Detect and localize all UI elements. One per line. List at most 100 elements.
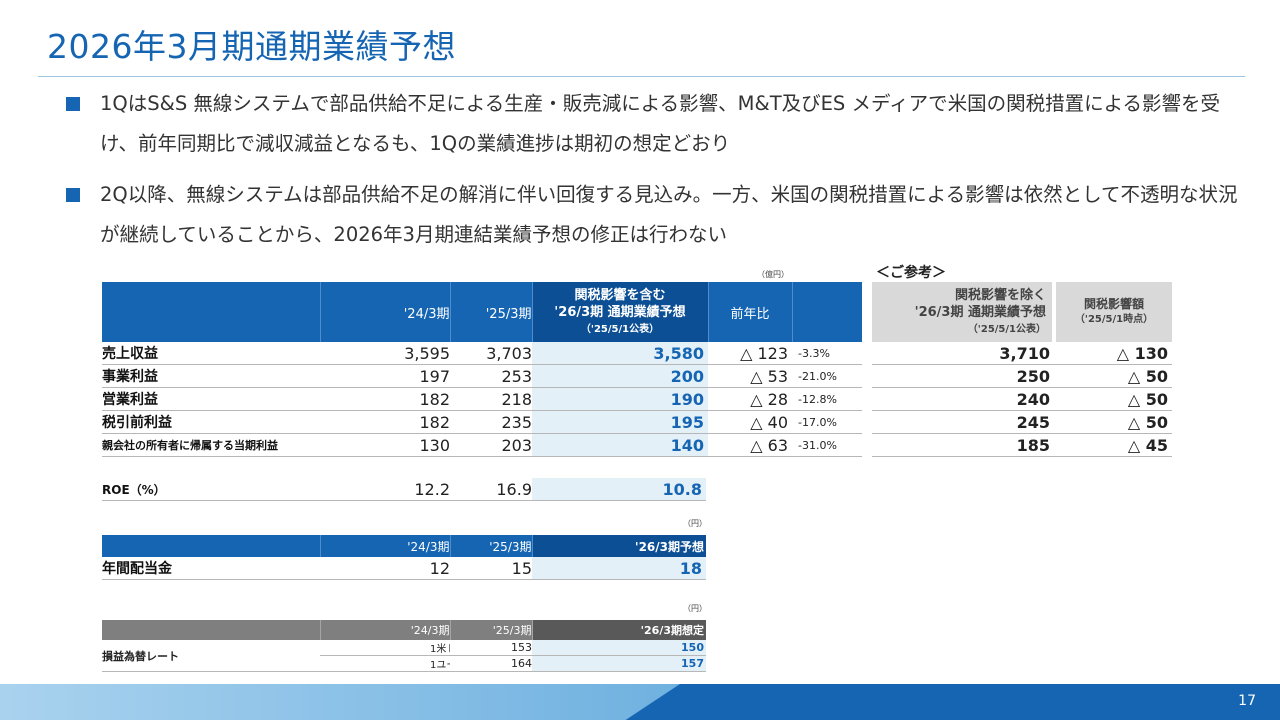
- fx-table: '24/3期 '25/3期 '26/3期想定 損益為替レート 1米ドル 145 …: [102, 620, 706, 672]
- fx-eur-fy25: 164: [450, 655, 532, 672]
- reference-table: 関税影響を除く '26/3期 通期業績予想 （'25/5/1公表） 関税影響額 …: [872, 282, 1172, 457]
- table-row: 税引前利益 182 235 195 △ 40 -17.0%: [102, 410, 862, 434]
- cell-fy24: 130: [320, 433, 450, 457]
- cell-fy25: 218: [450, 387, 532, 411]
- dividend-header-fy25: '25/3期: [449, 535, 532, 557]
- unit-label: （億円）: [757, 270, 789, 279]
- fx-eur-fy26: 157: [532, 655, 706, 672]
- cell-fy25: 203: [450, 433, 532, 457]
- footer-bar: 17: [0, 684, 1280, 720]
- ref-header-impact-line2: （'25/5/1時点）: [1074, 314, 1154, 325]
- fx-currency-eur: 1ユーロ: [430, 660, 450, 671]
- fx-eur-fy24: 1ユーロ 157: [320, 655, 450, 672]
- row-label: 営業利益: [102, 387, 320, 411]
- cell-fy26: 200: [532, 364, 708, 388]
- fx-header-fy25: '25/3期: [449, 620, 532, 640]
- roe-label: ROE（%）: [102, 478, 320, 501]
- cell-yoy: △ 53: [708, 364, 792, 388]
- cell-fy26: 140: [532, 433, 708, 457]
- table-row: 245 △ 50: [872, 410, 1172, 434]
- table-row: 185 △ 45: [872, 433, 1172, 457]
- dividend-unit-label: （円）: [683, 519, 707, 528]
- ref-header-excluding: 関税影響を除く '26/3期 通期業績予想 （'25/5/1公表）: [872, 282, 1054, 342]
- fx-header-fy26: '26/3期想定: [531, 620, 706, 640]
- table-row: 3,710 △ 130: [872, 342, 1172, 365]
- ref-header-impact: 関税影響額 （'25/5/1時点）: [1052, 282, 1172, 342]
- page-number: 17: [1238, 693, 1256, 709]
- ref-cell-impact: △ 50: [1054, 387, 1172, 411]
- bullet-2-text: 2Q以降、無線システムは部品供給不足の解消に伴い回復する見込み。一方、米国の関税…: [100, 183, 1238, 246]
- title-divider: [38, 76, 1245, 77]
- cell-fy24: 3,595: [320, 342, 450, 365]
- fx-header-fy24: '24/3期: [319, 620, 450, 640]
- dividend-fy24: 12: [320, 557, 450, 580]
- roe-fy24: 12.2: [320, 478, 450, 501]
- ref-cell-excluding: 185: [872, 433, 1054, 457]
- ref-header-excluding-line3: （'25/5/1公表）: [967, 323, 1046, 335]
- header-blank: [102, 282, 320, 342]
- ref-cell-impact: △ 50: [1054, 364, 1172, 388]
- header-fy24: '24/3期: [319, 282, 450, 342]
- header-fy26-forecast: 関税影響を含む '26/3期 通期業績予想 （'25/5/1公表）: [531, 282, 708, 342]
- cell-pct: -31.0%: [792, 433, 862, 457]
- cell-fy24: 197: [320, 364, 450, 388]
- fx-usd-fy24: 1米ドル 145: [320, 640, 450, 656]
- cell-pct: -17.0%: [792, 410, 862, 434]
- cell-yoy: △ 40: [708, 410, 792, 434]
- cell-yoy: △ 63: [708, 433, 792, 457]
- reference-title: ＜ご参考＞: [876, 265, 946, 281]
- cell-pct: -21.0%: [792, 364, 862, 388]
- fx-row-usd: 損益為替レート 1米ドル 145 153 150: [102, 640, 706, 672]
- footer-accent-band: [0, 684, 680, 720]
- table-row: 営業利益 182 218 190 △ 28 -12.8%: [102, 387, 862, 411]
- header-fy26-line1: 関税影響を含む: [574, 287, 666, 303]
- fx-unit-label: （円）: [683, 604, 707, 613]
- table-row: 親会社の所有者に帰属する当期利益 130 203 140 △ 63 -31.0%: [102, 433, 862, 457]
- bullet-square-icon: [66, 188, 80, 202]
- fx-label: 損益為替レート: [102, 640, 320, 672]
- fx-currency-usd: 1米ドル: [430, 644, 450, 655]
- dividend-table: '24/3期 '25/3期 '26/3期予想 年間配当金 12 15 18: [102, 535, 706, 580]
- cell-fy24: 182: [320, 410, 450, 434]
- row-label: 事業利益: [102, 364, 320, 388]
- table-row: 事業利益 197 253 200 △ 53 -21.0%: [102, 364, 862, 388]
- dividend-row: 年間配当金 12 15 18: [102, 557, 706, 580]
- fx-usd-fy25: 153: [450, 640, 532, 656]
- bullet-1-text: 1QはS&S 無線システムで部品供給不足による生産・販売減による影響、M&T及び…: [100, 92, 1221, 155]
- earnings-table: '24/3期 '25/3期 関税影響を含む '26/3期 通期業績予想 （'25…: [102, 282, 862, 457]
- roe-fy25: 16.9: [450, 478, 532, 501]
- header-yoy: 前年比: [707, 282, 792, 342]
- header-pct-blank: [791, 282, 862, 342]
- ref-header-excluding-line2: '26/3期 通期業績予想: [914, 304, 1046, 320]
- fx-header-blank: [102, 620, 320, 640]
- cell-fy26: 190: [532, 387, 708, 411]
- roe-row: ROE（%） 12.2 16.9 10.8: [102, 478, 706, 501]
- cell-fy25: 235: [450, 410, 532, 434]
- fx-row-eur: 1ユーロ 157 164 157: [102, 655, 706, 672]
- bullet-square-icon: [66, 97, 80, 111]
- reference-header-row: 関税影響を除く '26/3期 通期業績予想 （'25/5/1公表） 関税影響額 …: [872, 282, 1172, 342]
- ref-cell-impact: △ 50: [1054, 410, 1172, 434]
- dividend-fy26: 18: [532, 557, 706, 580]
- header-fy26-line3: （'25/5/1公表）: [580, 323, 660, 335]
- table-row: 240 △ 50: [872, 387, 1172, 411]
- page-title: 2026年3月期通期業績予想: [47, 27, 456, 66]
- ref-cell-excluding: 250: [872, 364, 1054, 388]
- dividend-header-fy24: '24/3期: [319, 535, 450, 557]
- ref-header-impact-line1: 関税影響額: [1083, 297, 1144, 311]
- dividend-header-blank: [102, 535, 320, 557]
- cell-fy25: 253: [450, 364, 532, 388]
- cell-fy24: 182: [320, 387, 450, 411]
- dividend-fy25: 15: [450, 557, 532, 580]
- dividend-header-fy26: '26/3期予想: [531, 535, 706, 557]
- ref-header-excluding-line1: 関税影響を除く: [954, 287, 1046, 303]
- cell-pct: -3.3%: [792, 342, 862, 365]
- cell-yoy: △ 28: [708, 387, 792, 411]
- cell-fy26: 3,580: [532, 342, 708, 365]
- ref-cell-impact: △ 130: [1054, 342, 1172, 365]
- fx-usd-fy26: 150: [532, 640, 706, 656]
- header-fy26-line2: '26/3期 通期業績予想: [554, 304, 686, 320]
- earnings-header-row: '24/3期 '25/3期 関税影響を含む '26/3期 通期業績予想 （'25…: [102, 282, 862, 342]
- ref-cell-excluding: 3,710: [872, 342, 1054, 365]
- ref-cell-excluding: 240: [872, 387, 1054, 411]
